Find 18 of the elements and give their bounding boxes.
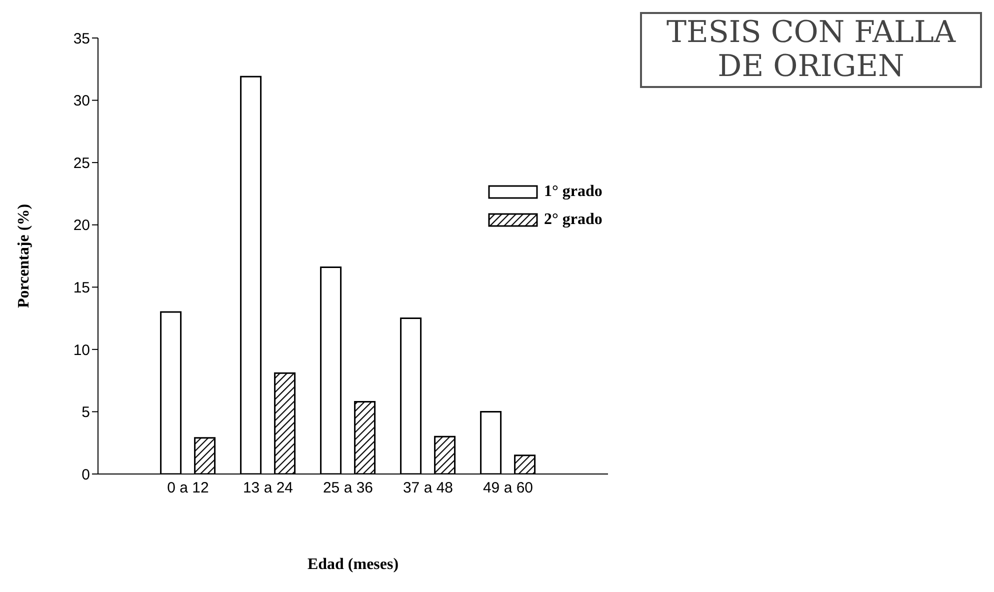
legend-label: 1° grado bbox=[544, 183, 602, 201]
x-axis-title: Edad (meses) bbox=[307, 556, 399, 573]
y-tick-label: 35 bbox=[73, 30, 90, 48]
y-tick-label: 15 bbox=[73, 279, 90, 296]
y-tick-label: 10 bbox=[73, 342, 90, 359]
legend-label: 2° grado bbox=[544, 211, 602, 229]
x-tick-label: 13 a 24 bbox=[242, 480, 294, 497]
y-tick-label: 20 bbox=[73, 217, 90, 234]
y-tick-label: 5 bbox=[82, 404, 90, 422]
text: TESIS CON FALLA DE ORIGEN bbox=[640, 12, 982, 88]
x-tick-label: 37 a 48 bbox=[402, 480, 454, 497]
y-tick-label: 0 bbox=[82, 466, 90, 484]
y-tick-label: 25 bbox=[73, 154, 90, 172]
y-axis-title: Porcentaje (%) bbox=[16, 204, 33, 308]
x-tick-label: 25 a 36 bbox=[322, 480, 374, 497]
x-tick-label: 49 a 60 bbox=[482, 480, 534, 497]
x-tick-label: 0 a 12 bbox=[167, 480, 209, 497]
y-tick-label: 30 bbox=[73, 92, 90, 110]
